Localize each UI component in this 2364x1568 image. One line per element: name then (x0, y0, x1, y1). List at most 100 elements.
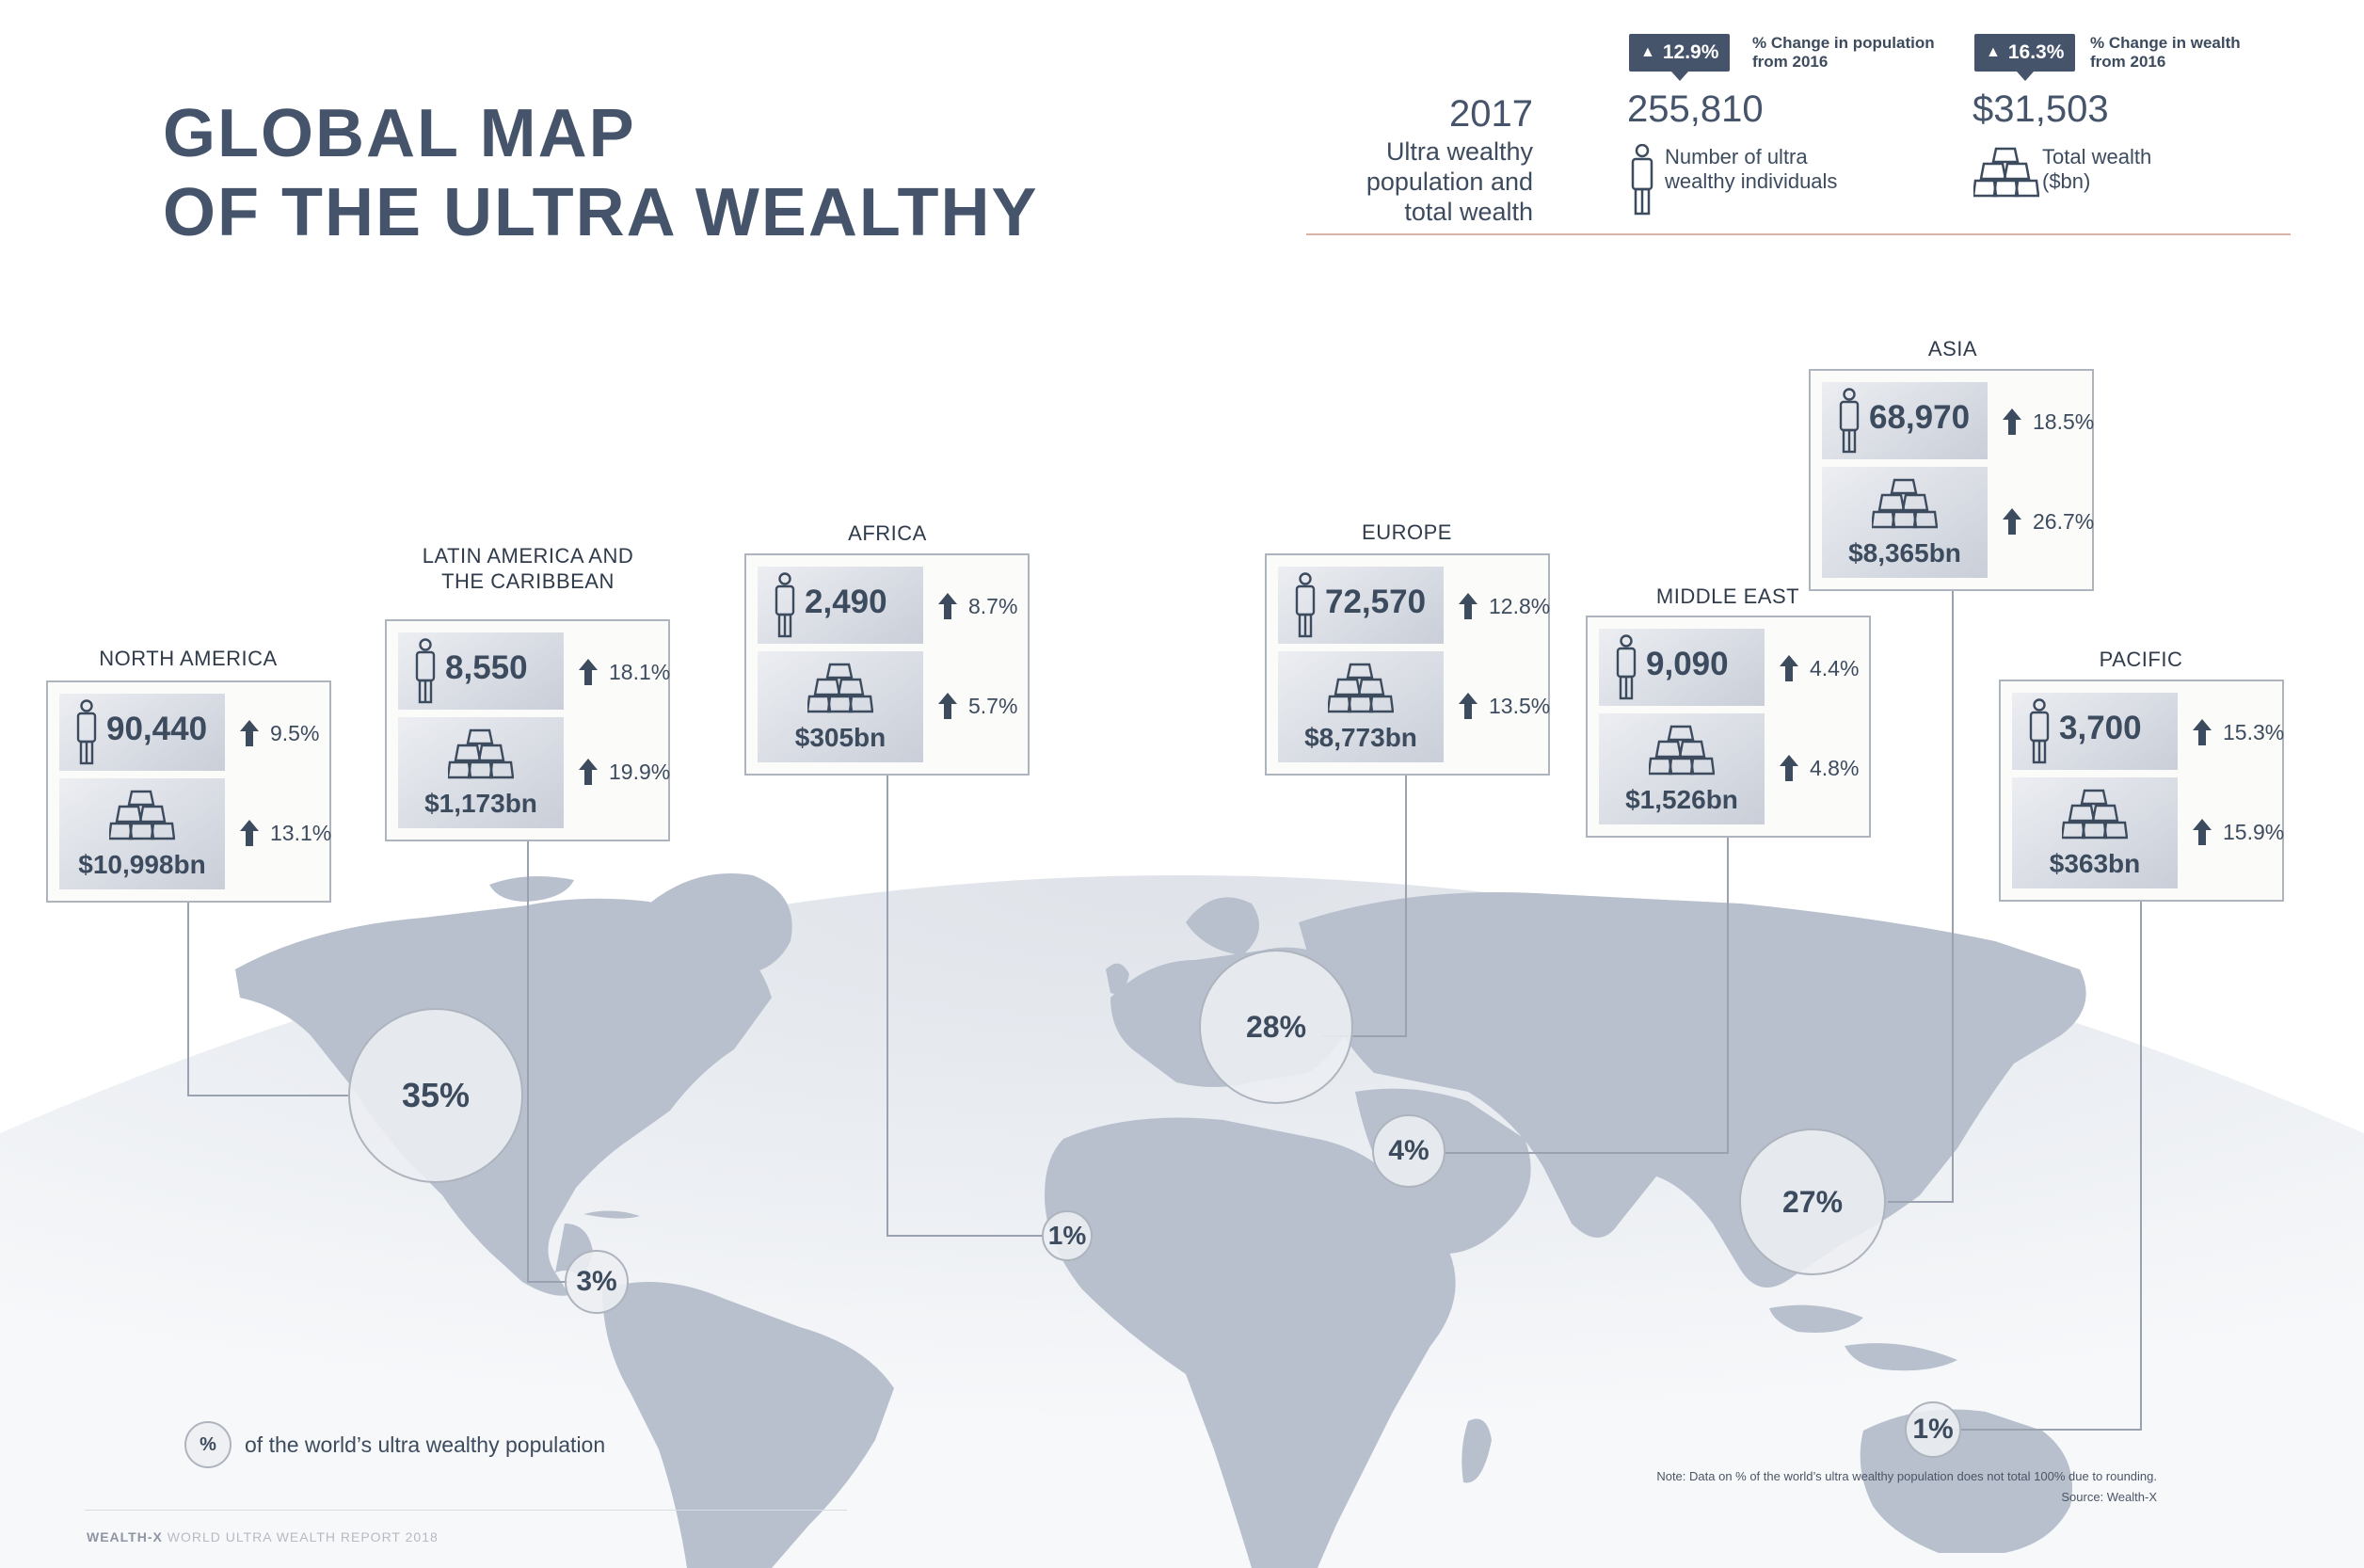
region-label-line: PACIFIC (2099, 648, 2183, 671)
region-label-line: LATIN AMERICA AND (422, 544, 634, 568)
header-divider (1306, 233, 2291, 235)
region-label-pacific: PACIFIC (1953, 647, 2329, 672)
wealth-change-value: 26.7% (2033, 508, 2095, 534)
legend-text: of the world’s ultra wealthy population (245, 1432, 606, 1457)
wealth-value: $1,173bn (424, 789, 537, 818)
summary-description-2: population and (1366, 168, 1533, 196)
arrow-up-icon (1459, 593, 1478, 619)
person-icon (775, 572, 795, 638)
africa-landmass (1045, 1117, 1456, 1568)
wealth-tile: $8,773bn (1278, 651, 1444, 762)
connector-latin-america (527, 840, 568, 1283)
population-caption: Number of ultra wealthy individuals (1665, 145, 1837, 194)
arctic-islands (489, 876, 574, 902)
wealth-tile: $1,173bn (398, 717, 564, 828)
gold-bars-icon (1328, 663, 1394, 713)
share-bubble-asia: 27% (1739, 1128, 1886, 1275)
wealth-tile: $8,365bn (1822, 467, 1988, 578)
wealth-change: 15.9% (2193, 819, 2284, 845)
population-tile: 90,440 (59, 694, 225, 771)
source-credit: Source: Wealth-X (2061, 1490, 2157, 1504)
madagascar-landmass (1462, 1418, 1492, 1483)
wealth-tile: $363bn (2012, 777, 2178, 888)
total-wealth: $31,503 (1973, 88, 2109, 130)
population-change: 15.3% (2193, 719, 2284, 745)
person-icon (1616, 634, 1637, 700)
arrow-up-icon: ▲ (1640, 44, 1655, 60)
uk-landmass (1106, 963, 1129, 994)
person-icon (76, 699, 97, 765)
wealth-value: $8,365bn (1848, 538, 1961, 568)
arrow-up-icon (938, 593, 957, 619)
connector-north-america (187, 901, 348, 1096)
population-tile: 68,970 (1822, 382, 1988, 459)
region-label-latin-america: LATIN AMERICA AND THE CARIBBEAN (340, 543, 716, 594)
population-value: 68,970 (1869, 399, 1971, 436)
title-line-1: GLOBAL MAP (163, 96, 636, 171)
summary-description-1: Ultra wealthy (1385, 137, 1533, 166)
population-change-badge: ▲ 12.9% (1629, 34, 1731, 81)
wealth-change-value: 5.7% (968, 693, 1018, 718)
population-change-value: 18.5% (2033, 408, 2095, 434)
person-icon (2029, 698, 2050, 764)
wealth-change: 13.1% (240, 820, 331, 846)
region-label-line: AFRICA (848, 521, 927, 545)
population-tile: 3,700 (2012, 693, 2178, 770)
person-icon (1631, 144, 1653, 216)
population-value: 9,090 (1646, 646, 1729, 682)
region-card-north-america: 90,440 $10,998bn 9.5% 13.1% (46, 680, 331, 903)
share-bubble-pacific: 1% (1905, 1401, 1961, 1458)
region-label-line: MIDDLE EAST (1655, 584, 1800, 608)
title-line-2: OF THE ULTRA WEALTHY (163, 175, 1039, 250)
footer: WEALTH-X WORLD ULTRA WEALTH REPORT 2018 (87, 1529, 439, 1544)
arrow-up-icon (1780, 655, 1798, 681)
region-card-africa: 2,490 $305bn 8.7% 5.7% (744, 553, 1030, 776)
arrow-up-icon (2193, 719, 2212, 745)
wealth-value: $305bn (794, 723, 886, 752)
wealth-value: $8,773bn (1304, 723, 1417, 752)
population-change-value: 18.1% (609, 659, 671, 684)
arrow-up-icon: ▲ (1986, 44, 2001, 60)
scandinavia-landmass (1186, 897, 1259, 955)
arrow-up-icon (240, 820, 259, 846)
population-change-note: % Change in population from 2016 (1752, 34, 1935, 72)
population-change-value: 12.9% (1662, 41, 1719, 63)
southeast-asia-islands (1769, 1304, 1863, 1333)
arrow-up-icon (2193, 819, 2212, 845)
region-label-middle-east: MIDDLE EAST (1540, 584, 1916, 609)
caribbean-islands (583, 1210, 640, 1219)
connector-lines (187, 588, 2142, 1431)
wealth-change: 4.8% (1780, 755, 1859, 781)
share-bubble-north-america: 35% (348, 1008, 523, 1183)
wealth-tile: $10,998bn (59, 778, 225, 889)
wealth-value: $10,998bn (78, 850, 206, 879)
south-america-landmass (602, 1282, 894, 1568)
wealth-change-value: 15.9% (2223, 819, 2285, 844)
population-change-value: 12.8% (1489, 593, 1551, 618)
region-card-pacific: 3,700 $363bn 15.3% 15.9% (1999, 680, 2284, 902)
footer-brand: WEALTH-X (87, 1529, 163, 1544)
share-bubble-latin-america: 3% (565, 1250, 629, 1314)
wealth-change-note: % Change in wealth from 2016 (2090, 34, 2241, 72)
population-change-note-2: from 2016 (1752, 53, 1829, 71)
arrow-up-icon (938, 693, 957, 719)
greenland-landmass (649, 873, 792, 975)
population-change: 12.8% (1459, 593, 1550, 619)
population-value: 90,440 (106, 711, 208, 747)
share-bubble-africa: 1% (1042, 1210, 1093, 1261)
wealth-tile: $1,526bn (1599, 713, 1765, 824)
population-tile: 2,490 (758, 567, 923, 644)
person-icon (1295, 572, 1316, 638)
population-change: 18.5% (2003, 408, 2094, 435)
wealth-change-value: 4.8% (1810, 755, 1860, 780)
rounding-note: Note: Data on % of the world’s ultra wea… (1656, 1469, 2157, 1483)
wealth-change-value: 13.1% (270, 820, 332, 845)
wealth-value: $1,526bn (1625, 785, 1738, 814)
indonesia-islands (1845, 1343, 1957, 1371)
summary-year: 2017 (1449, 93, 1533, 135)
population-change: 4.4% (1780, 655, 1859, 681)
region-label-europe: EUROPE (1219, 520, 1595, 545)
person-icon (1839, 388, 1860, 454)
wealth-change-note-1: % Change in wealth (2090, 34, 2241, 52)
